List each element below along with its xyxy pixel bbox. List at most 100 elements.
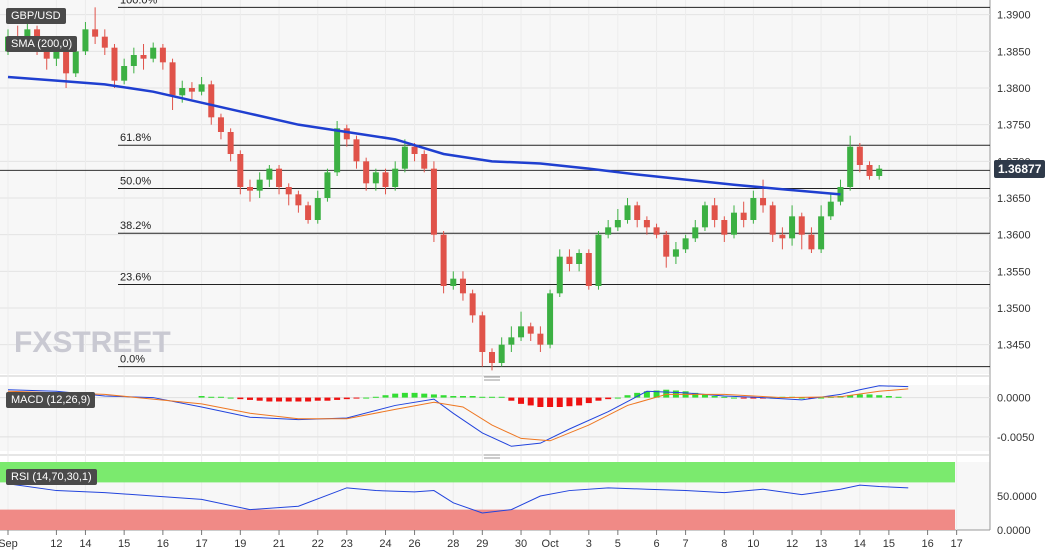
candle[interactable] [121,58,128,85]
candle-body[interactable] [779,234,786,239]
candle-body[interactable] [82,29,89,52]
macd-signal-line[interactable] [7,388,909,442]
candle[interactable] [92,7,99,44]
candle-body[interactable] [208,84,215,118]
candle[interactable] [498,337,505,367]
candle-body[interactable] [314,198,321,220]
candle-body[interactable] [856,146,863,165]
candle-body[interactable] [876,168,883,176]
candle[interactable] [469,289,476,323]
candle[interactable] [276,165,283,195]
candle[interactable] [614,209,621,231]
macd-pane[interactable] [0,385,990,451]
candle[interactable] [305,201,312,224]
candle-body[interactable] [169,62,176,96]
symbol-label[interactable]: GBP/USD [6,8,66,24]
candle-body[interactable] [605,227,612,235]
candle[interactable] [634,201,641,228]
candle-body[interactable] [334,128,341,173]
candle[interactable] [130,47,137,74]
candle-body[interactable] [837,187,844,202]
candle[interactable] [508,326,515,352]
rsi-line[interactable] [7,483,909,514]
candle-body[interactable] [643,220,650,228]
candle[interactable] [169,58,176,110]
candle[interactable] [217,113,224,140]
candle-body[interactable] [547,293,554,345]
candle-body[interactable] [159,47,166,63]
candle[interactable] [837,179,844,206]
candle-body[interactable] [614,220,621,228]
sma-line[interactable] [7,75,841,196]
candle-body[interactable] [130,55,137,66]
candle-body[interactable] [721,220,728,235]
candle-body[interactable] [827,201,834,217]
candle-body[interactable] [450,278,457,286]
candle[interactable] [789,205,796,246]
candle[interactable] [363,157,370,191]
candle-body[interactable] [818,216,825,250]
candle-body[interactable] [750,198,757,220]
candle[interactable] [392,161,399,191]
candle[interactable] [721,216,728,242]
candle-body[interactable] [247,187,253,191]
candle-body[interactable] [672,249,679,257]
candle[interactable] [285,183,292,206]
candle[interactable] [353,135,360,169]
candle[interactable] [643,216,650,235]
candle-body[interactable] [537,333,544,345]
candle-body[interactable] [101,36,108,48]
candle[interactable] [701,201,708,231]
candle-body[interactable] [682,238,689,250]
candle[interactable] [430,161,437,242]
candle[interactable] [750,190,757,224]
candle-body[interactable] [179,88,186,96]
candle-body[interactable] [624,205,631,220]
candle[interactable] [585,249,592,290]
candle-body[interactable] [556,256,563,294]
candle-body[interactable] [595,234,602,286]
candle[interactable] [760,179,767,213]
candle[interactable] [711,198,718,228]
candle[interactable] [459,271,466,301]
candle[interactable] [421,150,428,173]
candle-body[interactable] [576,253,583,264]
candle[interactable] [208,80,215,125]
candle-body[interactable] [789,216,796,239]
candle-body[interactable] [227,132,234,154]
candle[interactable] [547,289,554,349]
candle-body[interactable] [53,51,60,59]
candle-body[interactable] [692,227,699,239]
candle[interactable] [595,231,602,290]
candle-body[interactable] [237,154,244,187]
candle[interactable] [343,124,350,147]
candle[interactable] [247,179,253,202]
candle[interactable] [682,234,689,253]
candle[interactable] [856,143,863,173]
candle[interactable] [808,227,815,253]
candle-body[interactable] [372,172,379,184]
candle-body[interactable] [363,161,370,184]
candle[interactable] [314,190,321,224]
candle[interactable] [518,311,525,341]
candle-body[interactable] [663,234,670,257]
candle-body[interactable] [382,172,389,187]
candle[interactable] [876,165,883,180]
candle[interactable] [672,242,679,264]
candle[interactable] [450,271,457,290]
candle-body[interactable] [740,212,747,220]
candle-body[interactable] [150,47,157,59]
candle-body[interactable] [585,253,592,286]
candle[interactable] [382,168,389,195]
candle-body[interactable] [43,47,50,59]
macd-legend-label[interactable]: MACD (12,26,9) [6,392,96,408]
candle[interactable] [140,44,147,70]
candle[interactable] [266,165,273,187]
candle-body[interactable] [111,47,118,81]
candle[interactable] [159,44,166,70]
candle[interactable] [440,231,447,294]
candle-body[interactable] [634,205,641,220]
candle[interactable] [827,194,834,220]
candle-body[interactable] [217,117,224,132]
